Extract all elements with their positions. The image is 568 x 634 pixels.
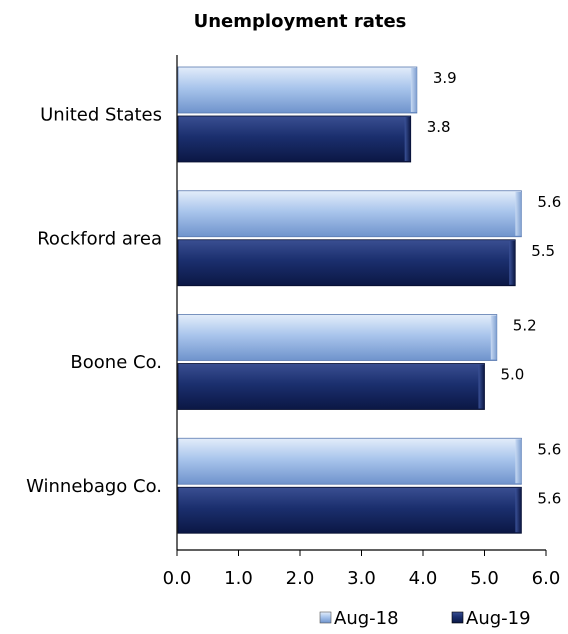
legend: Aug-18 Aug-19	[319, 608, 531, 629]
bar-body-aug-19-winnebago-co	[177, 486, 522, 534]
bar-end-cap-aug-19-winnebago-co	[515, 488, 522, 533]
bar-end-cap-aug-19-boone-co	[478, 364, 485, 409]
bar-aug-19-united-states	[177, 115, 412, 163]
category-label-rockford-area: Rockford area	[37, 228, 162, 249]
category-label-winnebago-co: Winnebago Co.	[26, 476, 162, 497]
bar-end-cap-aug-19-rockford-area	[509, 240, 516, 285]
data-label-aug-19-united-states: 3.8	[427, 118, 451, 136]
data-label-aug-18-rockford-area: 5.6	[537, 193, 561, 211]
data-labels-layer: 3.9 3.8 5.6 5.5 5.2 5.0 5.6 5.6	[427, 69, 562, 507]
x-tick-label: 6.0	[532, 568, 561, 589]
legend-item-aug-18: Aug-18	[319, 608, 399, 629]
bar-body-aug-18-rockford-area	[177, 190, 522, 238]
bar-aug-19-winnebago-co	[177, 486, 522, 534]
bar-end-cap-aug-18-rockford-area	[515, 191, 522, 236]
legend-swatch-aug-18	[319, 611, 332, 624]
bar-end-cap-aug-19-united-states	[404, 117, 411, 161]
category-labels-layer: United States Rockford area Boone Co. Winne…	[26, 105, 162, 497]
chart-title: Unemployment rates	[194, 11, 407, 32]
x-tick-label: 1.0	[224, 568, 253, 589]
data-label-aug-18-united-states: 3.9	[433, 69, 457, 87]
bar-aug-18-united-states	[177, 66, 418, 114]
bar-end-cap-aug-18-united-states	[410, 68, 417, 112]
bar-body-aug-19-united-states	[177, 115, 412, 163]
data-label-aug-18-boone-co: 5.2	[513, 317, 537, 335]
x-tick-label: 4.0	[409, 568, 438, 589]
bar-end-cap-aug-18-winnebago-co	[515, 439, 522, 484]
data-label-aug-19-rockford-area: 5.5	[531, 242, 555, 260]
bar-end-cap-aug-18-boone-co	[490, 315, 497, 360]
bar-aug-18-rockford-area	[177, 190, 522, 238]
bar-body-aug-18-winnebago-co	[177, 437, 522, 485]
bar-aug-19-rockford-area	[177, 239, 516, 287]
legend-label-aug-19: Aug-19	[466, 608, 531, 629]
legend-label-aug-18: Aug-18	[334, 608, 399, 629]
bar-aug-18-boone-co	[177, 314, 498, 361]
bars-layer	[177, 66, 522, 534]
data-label-aug-19-boone-co: 5.0	[501, 366, 525, 384]
x-tick-label: 3.0	[347, 568, 376, 589]
bar-aug-19-boone-co	[177, 363, 485, 410]
bar-body-aug-18-united-states	[177, 66, 418, 114]
x-tick-label: 5.0	[470, 568, 499, 589]
legend-item-aug-19: Aug-19	[451, 608, 531, 629]
bar-body-aug-19-rockford-area	[177, 239, 516, 287]
x-tick-label: 0.0	[163, 568, 192, 589]
data-label-aug-18-winnebago-co: 5.6	[537, 440, 561, 458]
data-label-aug-19-winnebago-co: 5.6	[537, 489, 561, 507]
x-tick-label: 2.0	[286, 568, 315, 589]
category-label-boone-co: Boone Co.	[70, 352, 162, 373]
x-axis-ticks-layer: 0.0 1.0 2.0 3.0 4.0 5.0 6.0	[163, 550, 561, 589]
bar-aug-18-winnebago-co	[177, 437, 522, 485]
legend-swatch-aug-19	[451, 611, 464, 624]
bar-body-aug-19-boone-co	[177, 363, 485, 410]
category-label-united-states: United States	[40, 105, 162, 126]
bar-body-aug-18-boone-co	[177, 314, 498, 361]
